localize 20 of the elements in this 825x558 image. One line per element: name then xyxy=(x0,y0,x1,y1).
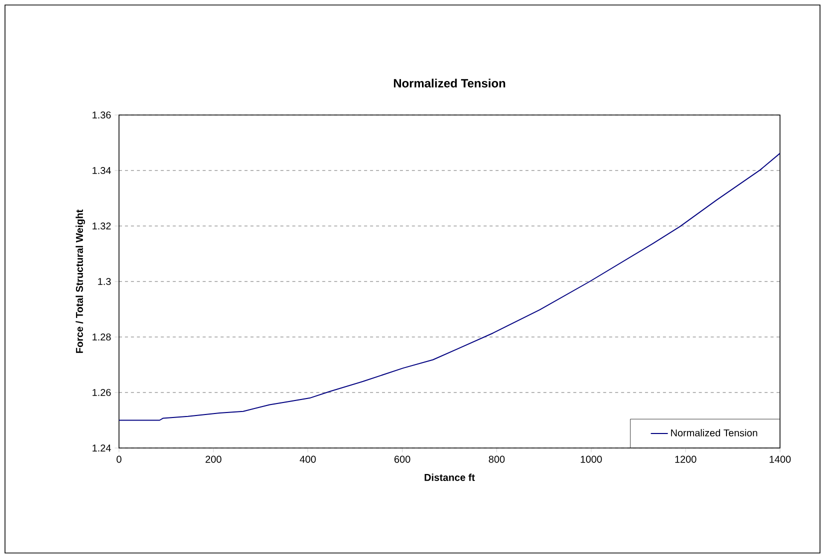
legend-label: Normalized Tension xyxy=(671,429,758,436)
x-tick-label: 600 xyxy=(394,456,410,463)
y-tick-label: 1.26 xyxy=(92,388,111,396)
y-tick-label: 1.32 xyxy=(92,222,111,230)
x-tick-label: 1200 xyxy=(675,456,696,463)
x-tick-label: 1400 xyxy=(770,456,791,463)
chart-title: Normalized Tension xyxy=(394,78,506,88)
y-tick-label: 1.3 xyxy=(98,278,111,286)
y-tick-label: 1.24 xyxy=(92,444,111,452)
x-tick-label: 400 xyxy=(300,456,316,463)
x-tick-label: 200 xyxy=(206,456,222,463)
x-tick-label: 800 xyxy=(488,456,505,463)
x-tick-label: 1000 xyxy=(580,456,602,463)
y-tick-label: 1.28 xyxy=(92,333,111,341)
y-tick-label: 1.34 xyxy=(92,166,111,174)
x-tick-label: 0 xyxy=(116,456,122,463)
y-axis-title: Force / Total Structural Weight xyxy=(76,210,85,353)
line-series xyxy=(119,152,780,421)
y-tick-label: 1.36 xyxy=(92,111,111,119)
x-axis-title: Distance ft xyxy=(424,474,475,481)
